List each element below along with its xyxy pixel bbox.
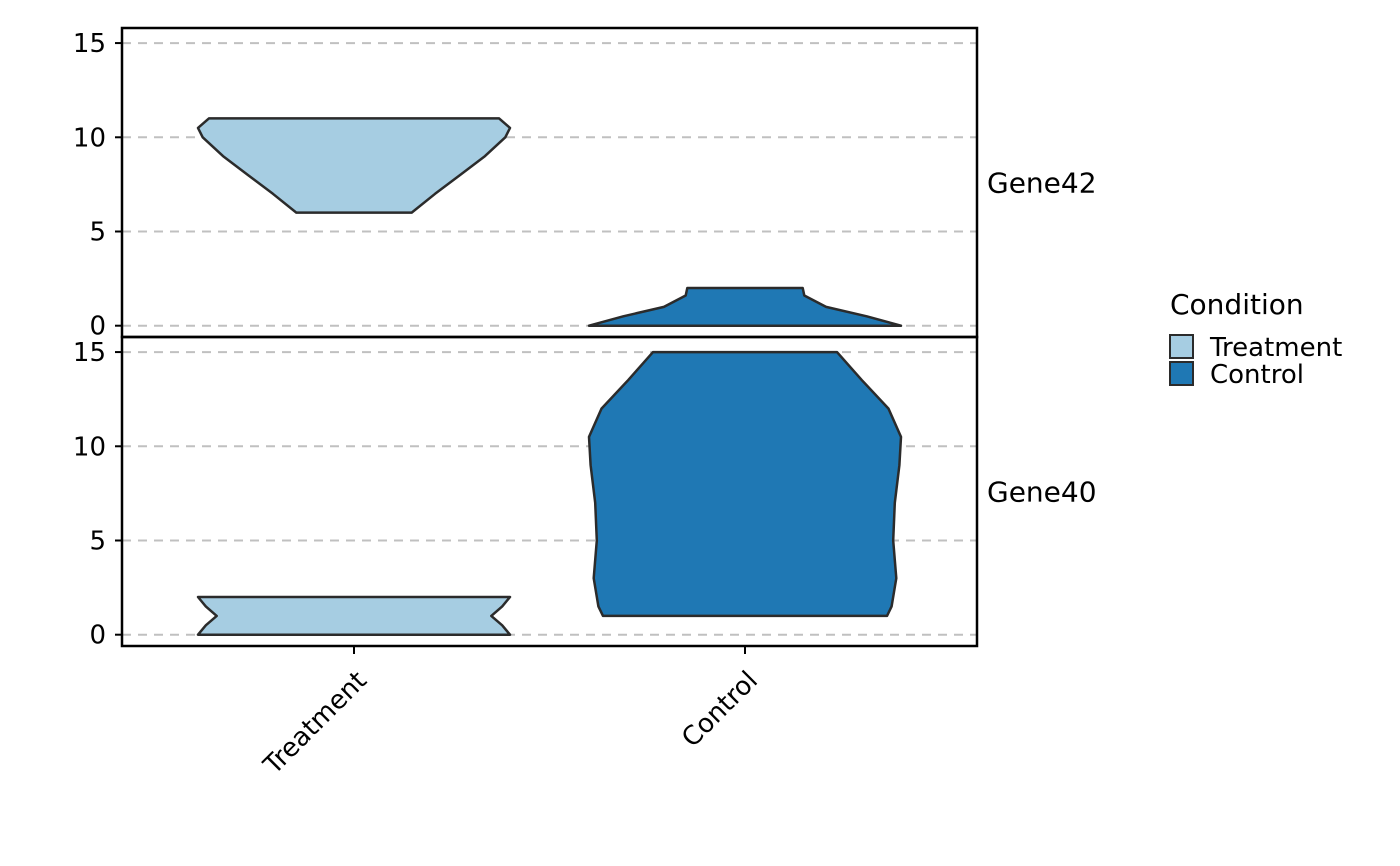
panel-gene42: 0 5 10 15 Gene42 xyxy=(73,26,1097,342)
y-tick-label: 15 xyxy=(73,338,106,368)
y-tick-label: 0 xyxy=(89,312,106,342)
violin-treatment xyxy=(196,595,512,636)
y-tick-label: 5 xyxy=(89,217,106,247)
y-tick-label: 10 xyxy=(73,432,106,462)
legend-swatch xyxy=(1169,361,1194,386)
legend-title: Condition xyxy=(1170,288,1304,321)
violin-control xyxy=(587,350,903,618)
x-axis: Treatment Control xyxy=(257,646,764,781)
y-tick-label: 5 xyxy=(89,526,106,556)
violin-treatment xyxy=(196,117,512,214)
y-tick-label: 15 xyxy=(73,29,106,59)
strip-label: Gene42 xyxy=(987,167,1097,200)
legend-swatch xyxy=(1169,334,1194,359)
y-tick-label: 10 xyxy=(73,123,106,153)
strip-label: Gene40 xyxy=(987,476,1097,509)
panel-border xyxy=(120,335,979,648)
legend-label: Treatment xyxy=(1209,333,1342,363)
panel-gene40: 0 5 10 15 Gene40 xyxy=(73,335,1097,651)
chart-panels: 0 5 10 15 Gene42 0 5 10 15 Gene40 xyxy=(73,26,1097,651)
panel-border xyxy=(120,26,979,339)
violin-control xyxy=(587,286,903,327)
legend-label: Control xyxy=(1210,360,1304,390)
y-tick-label: 0 xyxy=(89,621,106,651)
x-tick-label: Treatment xyxy=(257,666,372,781)
x-tick-label: Control xyxy=(676,666,764,754)
